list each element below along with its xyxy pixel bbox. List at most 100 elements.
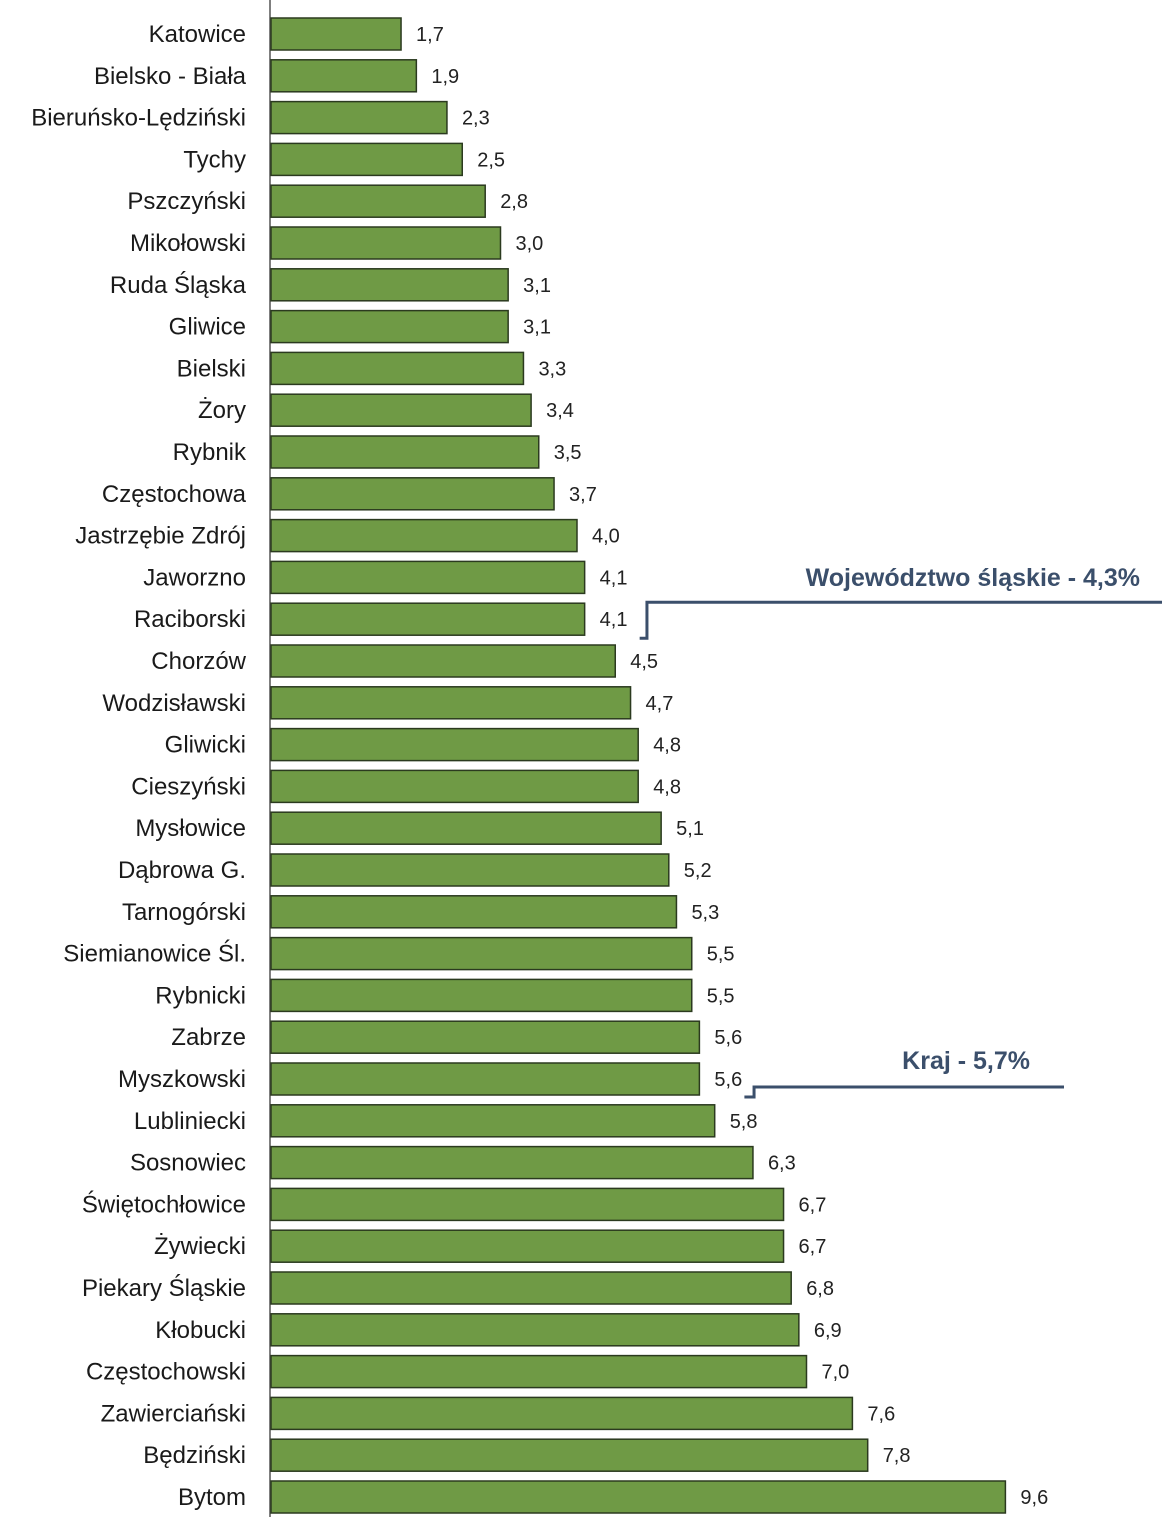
category-label: Rybnicki [155, 982, 246, 1009]
bar [270, 1187, 785, 1222]
value-label: 5,3 [691, 902, 719, 924]
category-label: Bytom [178, 1484, 246, 1511]
category-label: Pszczyński [127, 188, 246, 215]
category-label: Częstochowa [102, 481, 247, 508]
category-label: Jaworzno [143, 564, 246, 591]
category-label: Będziński [143, 1442, 246, 1469]
value-label: 5,2 [684, 860, 712, 882]
category-label: Świętochłowice [82, 1190, 246, 1218]
bar [270, 184, 486, 218]
bar [270, 477, 555, 511]
bar [270, 811, 662, 845]
category-label: Zabrze [171, 1024, 246, 1051]
bar [270, 978, 693, 1013]
value-label: 7,6 [867, 1403, 895, 1425]
category-label: Tychy [183, 146, 246, 173]
bar [270, 1104, 716, 1138]
value-label: 3,0 [516, 233, 544, 255]
value-label: 7,8 [883, 1445, 911, 1467]
value-label: 4,5 [630, 651, 658, 673]
category-label: Mysłowice [135, 815, 246, 842]
category-label: Bieruńsko-Lędziński [31, 105, 246, 132]
value-label: 5,1 [676, 818, 704, 840]
bar [270, 518, 578, 553]
value-label: 5,6 [714, 1027, 742, 1049]
bar [270, 1271, 792, 1305]
bar [270, 435, 540, 469]
bar [270, 1313, 800, 1347]
category-label: Rybnik [173, 439, 247, 466]
bar [270, 309, 509, 344]
bar [270, 602, 586, 636]
value-label: 6,7 [799, 1236, 827, 1258]
category-label: Lubliniecki [134, 1108, 246, 1135]
bar [270, 59, 418, 93]
category-label: Tarnogórski [122, 899, 246, 926]
value-label: 3,5 [554, 442, 582, 464]
category-label: Częstochowski [86, 1359, 246, 1386]
bar [270, 644, 616, 678]
value-label: 5,5 [707, 944, 735, 966]
value-label: 4,1 [600, 567, 628, 589]
bar [270, 853, 670, 887]
category-label: Dąbrowa G. [118, 857, 246, 884]
value-label: 4,8 [653, 735, 681, 757]
bar [270, 895, 678, 929]
value-label: 3,3 [538, 358, 566, 380]
value-label: 2,8 [500, 191, 528, 213]
value-label: 6,9 [814, 1320, 842, 1342]
reference-line-label: Województwo śląskie - 4,3% [806, 564, 1140, 592]
category-label: Cieszyński [131, 773, 246, 800]
value-label: 2,5 [477, 149, 505, 171]
value-label: 1,7 [416, 24, 444, 46]
category-label: Zawierciański [101, 1400, 246, 1427]
category-label: Chorzów [151, 648, 246, 675]
value-label: 4,7 [646, 693, 674, 715]
category-label: Myszkowski [118, 1066, 246, 1093]
bar [270, 1354, 808, 1389]
value-label: 3,7 [569, 484, 597, 506]
category-label: Gliwice [169, 314, 246, 341]
bar [270, 769, 639, 804]
value-label: 3,4 [546, 400, 574, 422]
value-label: 3,1 [523, 275, 551, 297]
bar [270, 393, 532, 427]
value-label: 1,9 [431, 66, 459, 88]
value-label: 5,8 [730, 1111, 758, 1133]
value-label: 4,8 [653, 776, 681, 798]
bar [270, 1020, 701, 1054]
bar [270, 1145, 754, 1180]
value-label: 9,6 [1020, 1487, 1048, 1509]
category-label: Sosnowiec [130, 1150, 246, 1177]
value-label: 4,0 [592, 526, 620, 548]
value-label: 2,3 [462, 108, 490, 130]
bar [270, 142, 463, 177]
reference-line [744, 1085, 1064, 1099]
bar [270, 560, 586, 595]
value-label: 6,3 [768, 1153, 796, 1175]
category-label: Jastrzębie Zdrój [75, 523, 246, 550]
reference-line-label: Kraj - 5,7% [902, 1047, 1030, 1075]
category-label: Mikołowski [130, 230, 246, 257]
category-label: Żywiecki [154, 1233, 246, 1260]
bar [270, 1438, 869, 1472]
value-label: 3,1 [523, 317, 551, 339]
bar [270, 1396, 854, 1431]
category-label: Katowice [149, 21, 246, 48]
category-label: Żory [198, 397, 246, 424]
value-label: 7,0 [822, 1362, 850, 1384]
bar [270, 686, 632, 720]
bar [270, 351, 525, 386]
value-label: 6,7 [799, 1194, 827, 1216]
bar [270, 226, 502, 260]
bar [270, 1229, 785, 1263]
category-label: Kłobucki [155, 1317, 246, 1344]
category-label: Piekary Śląskie [82, 1274, 246, 1302]
bar [270, 1062, 701, 1096]
category-label: Wodzisławski [102, 690, 246, 717]
reference-line [639, 600, 1162, 640]
category-label: Siemianowice Śl. [63, 940, 246, 968]
value-label: 4,1 [600, 609, 628, 631]
